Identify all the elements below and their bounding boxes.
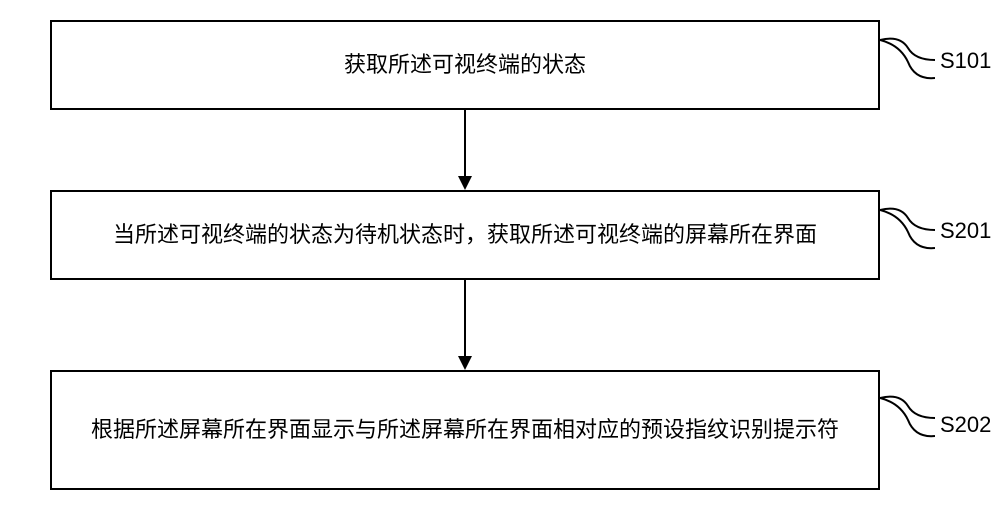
step-box-s101: 获取所述可视终端的状态 — [50, 20, 880, 110]
arrow-1 — [455, 110, 475, 190]
label-connector-s201 — [880, 200, 935, 270]
step-label-s101: S101 — [940, 48, 991, 74]
label-connector-s101 — [880, 30, 935, 100]
flowchart-canvas: 获取所述可视终端的状态 当所述可视终端的状态为待机状态时，获取所述可视终端的屏幕… — [0, 0, 1000, 520]
step-box-s201: 当所述可视终端的状态为待机状态时，获取所述可视终端的屏幕所在界面 — [50, 190, 880, 280]
arrow-2 — [455, 280, 475, 370]
step-label-s201: S201 — [940, 218, 991, 244]
step-text: 获取所述可视终端的状态 — [344, 47, 586, 82]
step-label-s202: S202 — [940, 412, 991, 438]
step-box-s202: 根据所述屏幕所在界面显示与所述屏幕所在界面相对应的预设指纹识别提示符 — [50, 370, 880, 490]
step-text: 当所述可视终端的状态为待机状态时，获取所述可视终端的屏幕所在界面 — [113, 217, 817, 252]
label-connector-s202 — [880, 388, 935, 458]
step-text: 根据所述屏幕所在界面显示与所述屏幕所在界面相对应的预设指纹识别提示符 — [91, 412, 839, 447]
